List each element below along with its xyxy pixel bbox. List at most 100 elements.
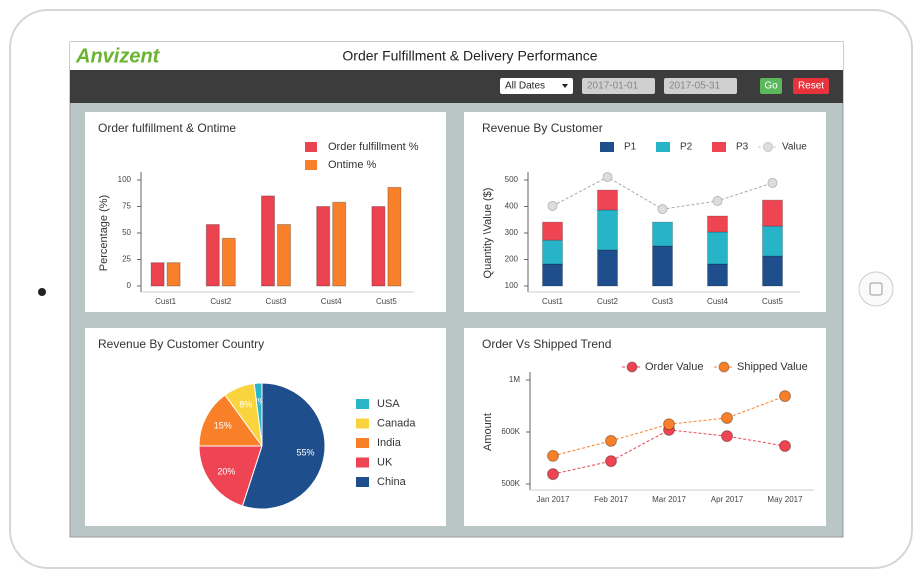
legend-label: UK: [377, 456, 393, 468]
y-tick-label: 300: [505, 228, 519, 237]
legend-label: Ontime %: [328, 159, 377, 171]
legend-swatch: [305, 142, 317, 152]
bar-segment: [707, 263, 728, 287]
period-text: All Dates: [505, 81, 545, 92]
bar: [277, 224, 291, 287]
chart-title: Revenue By Customer: [482, 121, 603, 135]
value-marker: [712, 195, 723, 206]
legend-label: Order fulfillment %: [328, 141, 419, 153]
end-date-input[interactable]: [664, 78, 737, 94]
legend-swatch: [356, 399, 369, 409]
slice-label: 20%: [217, 466, 235, 476]
pie-slice: [198, 445, 263, 507]
page-title: Order Fulfillment & Delivery Performance: [342, 48, 597, 64]
y-tick-label: 25: [122, 255, 131, 264]
x-tick-label: Cust3: [652, 297, 673, 306]
legend-marker: [718, 361, 730, 373]
bar: [150, 262, 165, 287]
legend-swatch: [600, 142, 614, 152]
y-axis-title: Quantity \Value ($): [482, 188, 494, 279]
y-tick-label: 500: [505, 175, 519, 184]
legend-label: Order Value: [645, 361, 704, 373]
go-button[interactable]: [760, 78, 782, 94]
y-tick-label: 400: [505, 202, 519, 211]
point: [547, 449, 559, 462]
legend-swatch: [356, 438, 369, 448]
header: [70, 42, 843, 70]
bar: [332, 201, 347, 287]
legend-label: Canada: [377, 417, 416, 429]
x-tick-label: Cust5: [376, 297, 397, 306]
bar: [371, 206, 386, 287]
legend-label: P3: [736, 142, 749, 153]
legend-label: China: [377, 476, 407, 488]
bar-segment: [652, 245, 673, 287]
bar-segment: [707, 231, 728, 265]
y-tick-label: 500K: [501, 479, 520, 488]
value-marker: [547, 200, 558, 211]
x-tick-label: Cust5: [762, 297, 783, 306]
value-marker: [657, 204, 668, 215]
slice-label: 8%: [239, 399, 252, 409]
point: [721, 430, 733, 443]
x-tick-label: Cust4: [321, 297, 342, 306]
go-label: Go: [764, 81, 778, 92]
logo: Anvizent: [75, 45, 161, 67]
x-tick-label: Apr 2017: [711, 495, 744, 504]
legend-marker: [626, 361, 638, 373]
bar-segment: [542, 221, 563, 241]
x-tick-label: Feb 2017: [594, 495, 628, 504]
y-tick-label: 200: [505, 255, 519, 264]
legend-label: Shipped Value: [737, 361, 808, 373]
bar-segment: [652, 221, 673, 247]
y-tick-label: 100: [505, 281, 519, 290]
start-date: 2017-01-01: [587, 81, 639, 92]
x-tick-label: Cust1: [542, 297, 563, 306]
bar-segment: [762, 225, 783, 257]
reset-button[interactable]: [793, 78, 829, 94]
x-tick-label: Cust2: [597, 297, 618, 306]
y-axis-title: Amount: [482, 413, 494, 451]
point: [605, 455, 617, 468]
bar-segment: [707, 215, 728, 233]
point: [547, 468, 559, 481]
legend-swatch: [656, 142, 670, 152]
point: [779, 390, 791, 403]
x-tick-label: Cust2: [210, 297, 231, 306]
x-tick-label: Jan 2017: [537, 495, 570, 504]
y-tick-label: 600K: [501, 427, 520, 436]
value-marker: [767, 177, 778, 188]
period-select[interactable]: [500, 78, 573, 94]
point: [663, 418, 675, 431]
bar: [205, 224, 220, 287]
chart-title: Order Vs Shipped Trend: [482, 337, 611, 351]
y-axis-title: Percentage (%): [98, 195, 110, 271]
x-tick-label: Cust3: [266, 297, 287, 306]
point: [779, 440, 791, 453]
pie-slice: [241, 382, 326, 510]
home-button[interactable]: [858, 271, 894, 307]
bar-segment: [597, 189, 618, 211]
start-date-input[interactable]: [582, 78, 655, 94]
bar: [166, 262, 181, 287]
legend-label: USA: [377, 398, 400, 410]
y-tick-label: 50: [122, 228, 131, 237]
bar-segment: [597, 249, 618, 287]
legend-marker: [763, 142, 773, 152]
y-tick-label: 75: [122, 202, 131, 211]
legend-swatch: [356, 418, 369, 429]
pie-slice: [198, 394, 263, 447]
legend-swatch: [305, 160, 317, 170]
legend-swatch: [356, 477, 369, 487]
chart-title: Revenue By Customer Country: [98, 337, 264, 351]
legend-label: P2: [680, 142, 693, 153]
x-tick-label: Cust1: [155, 297, 176, 306]
legend-label: India: [377, 437, 402, 449]
y-tick-label: 1M: [509, 375, 520, 384]
home-icon: [869, 282, 883, 296]
y-tick-label: 0: [127, 281, 132, 290]
bar: [316, 206, 331, 287]
panel: [464, 328, 826, 526]
bar: [387, 186, 402, 287]
